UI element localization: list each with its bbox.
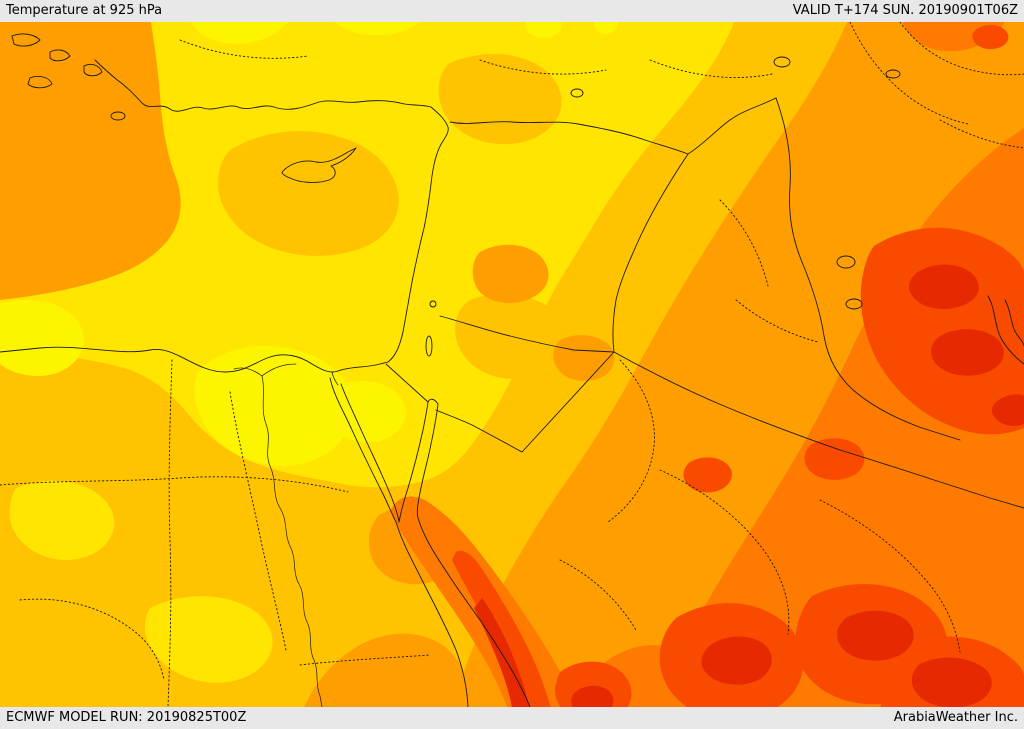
syria-iraq-border bbox=[612, 153, 689, 353]
turkey-dotted-3 bbox=[649, 59, 773, 78]
saudi-dotted-3 bbox=[819, 499, 961, 653]
persian-gulf-shore-1 bbox=[1004, 299, 1024, 347]
field-bright-sinai-north bbox=[324, 381, 406, 443]
egypt-dotted-nile-west bbox=[229, 391, 287, 651]
field-red-east1 bbox=[909, 264, 979, 310]
saudi-dotted-1 bbox=[607, 359, 655, 523]
valid-time-label: VALID T+174 SUN. 20190901T06Z bbox=[792, 3, 1018, 18]
coastlines bbox=[0, 33, 1024, 708]
red-sea-east-shore bbox=[416, 403, 531, 708]
syria-jordan-border bbox=[439, 315, 615, 353]
field-bright-delta bbox=[194, 345, 354, 466]
iran-dotted-2 bbox=[899, 21, 1024, 76]
field-orange-south-tongue bbox=[296, 633, 473, 729]
model-run-label: ECMWF MODEL RUN: 20190825T00Z bbox=[6, 710, 247, 725]
lake-tuz bbox=[570, 88, 584, 98]
country-borders bbox=[385, 97, 1024, 509]
lake-razzaza bbox=[845, 298, 863, 310]
credit-label: ArabiaWeather Inc. bbox=[893, 710, 1018, 725]
field-amber-anatolia bbox=[438, 53, 562, 145]
field-red-south2 bbox=[837, 610, 914, 661]
sudan-dotted bbox=[299, 654, 431, 666]
footer-bar: ECMWF MODEL RUN: 20190825T00Z ArabiaWeat… bbox=[0, 707, 1024, 729]
iran-dotted-3 bbox=[939, 119, 1024, 149]
field-red-south3 bbox=[911, 657, 992, 708]
aegean-island-2 bbox=[49, 49, 71, 62]
field-rorange-east-blob bbox=[860, 227, 1024, 435]
iraq-dotted-1 bbox=[719, 199, 769, 287]
field-red-south1 bbox=[701, 636, 772, 685]
iran-dotted-1 bbox=[849, 21, 969, 125]
field-orange-spot-jordan bbox=[553, 335, 615, 381]
egypt-libya-dotted bbox=[167, 359, 173, 708]
field-red-east2 bbox=[931, 329, 1004, 376]
field-red-redsea-streak bbox=[474, 598, 534, 729]
sea-of-galilee bbox=[429, 300, 437, 308]
mediterranean-levant-egypt-coast bbox=[0, 59, 449, 373]
rhodes-island bbox=[110, 111, 126, 121]
turkey-dotted-1 bbox=[179, 39, 309, 59]
field-rorange-spot2 bbox=[683, 457, 732, 493]
israel-egypt-border bbox=[385, 363, 429, 403]
turkey-syria-border bbox=[449, 121, 689, 155]
nile-river-line bbox=[261, 375, 323, 708]
lake-tharthar bbox=[836, 255, 856, 269]
field-orange-northwest bbox=[0, 0, 181, 300]
iraq-dotted-2 bbox=[735, 299, 819, 343]
lake-urmia bbox=[885, 69, 901, 79]
map-title: Temperature at 925 hPa bbox=[6, 3, 163, 18]
egypt-dotted-southwest bbox=[19, 598, 165, 681]
iraq-saudi-border bbox=[613, 351, 1024, 509]
suez-canal bbox=[331, 371, 339, 386]
gulf-of-suez-west-shore bbox=[329, 377, 469, 708]
field-red-east3 bbox=[991, 394, 1024, 426]
nile-delta-branch-west bbox=[233, 367, 263, 377]
aegean-island-1 bbox=[11, 33, 41, 47]
field-bright-west-edge bbox=[0, 299, 84, 376]
field-yellow-egypt-west bbox=[9, 480, 115, 560]
dead-sea bbox=[425, 335, 433, 357]
field-rorange-spot1 bbox=[804, 438, 865, 480]
field-amber-cyprus bbox=[218, 131, 399, 256]
admin-borders bbox=[0, 21, 1024, 708]
jordan-saudi-border bbox=[435, 351, 615, 453]
header-bar: Temperature at 925 hPa VALID T+174 SUN. … bbox=[0, 0, 1024, 22]
nile-river bbox=[233, 363, 323, 708]
nile-delta-branch-east bbox=[261, 363, 297, 377]
lakes bbox=[425, 56, 901, 357]
field-orange-spot-syria bbox=[472, 244, 549, 303]
sinai-peninsula-coast bbox=[340, 383, 439, 523]
aegean-island-3 bbox=[83, 63, 103, 77]
lake-van bbox=[773, 56, 791, 68]
turkey-iraq-border bbox=[687, 97, 777, 155]
field-rorange-ne-tiny bbox=[972, 24, 1009, 50]
field-yellow-egypt-south bbox=[144, 596, 273, 683]
egypt-dotted-horizontal bbox=[0, 476, 349, 493]
cyprus-island bbox=[281, 147, 357, 183]
iran-iraq-border bbox=[775, 97, 961, 441]
aegean-island-4 bbox=[27, 75, 53, 89]
persian-gulf-shore-2 bbox=[987, 295, 1024, 365]
turkey-dotted-2 bbox=[479, 59, 607, 75]
